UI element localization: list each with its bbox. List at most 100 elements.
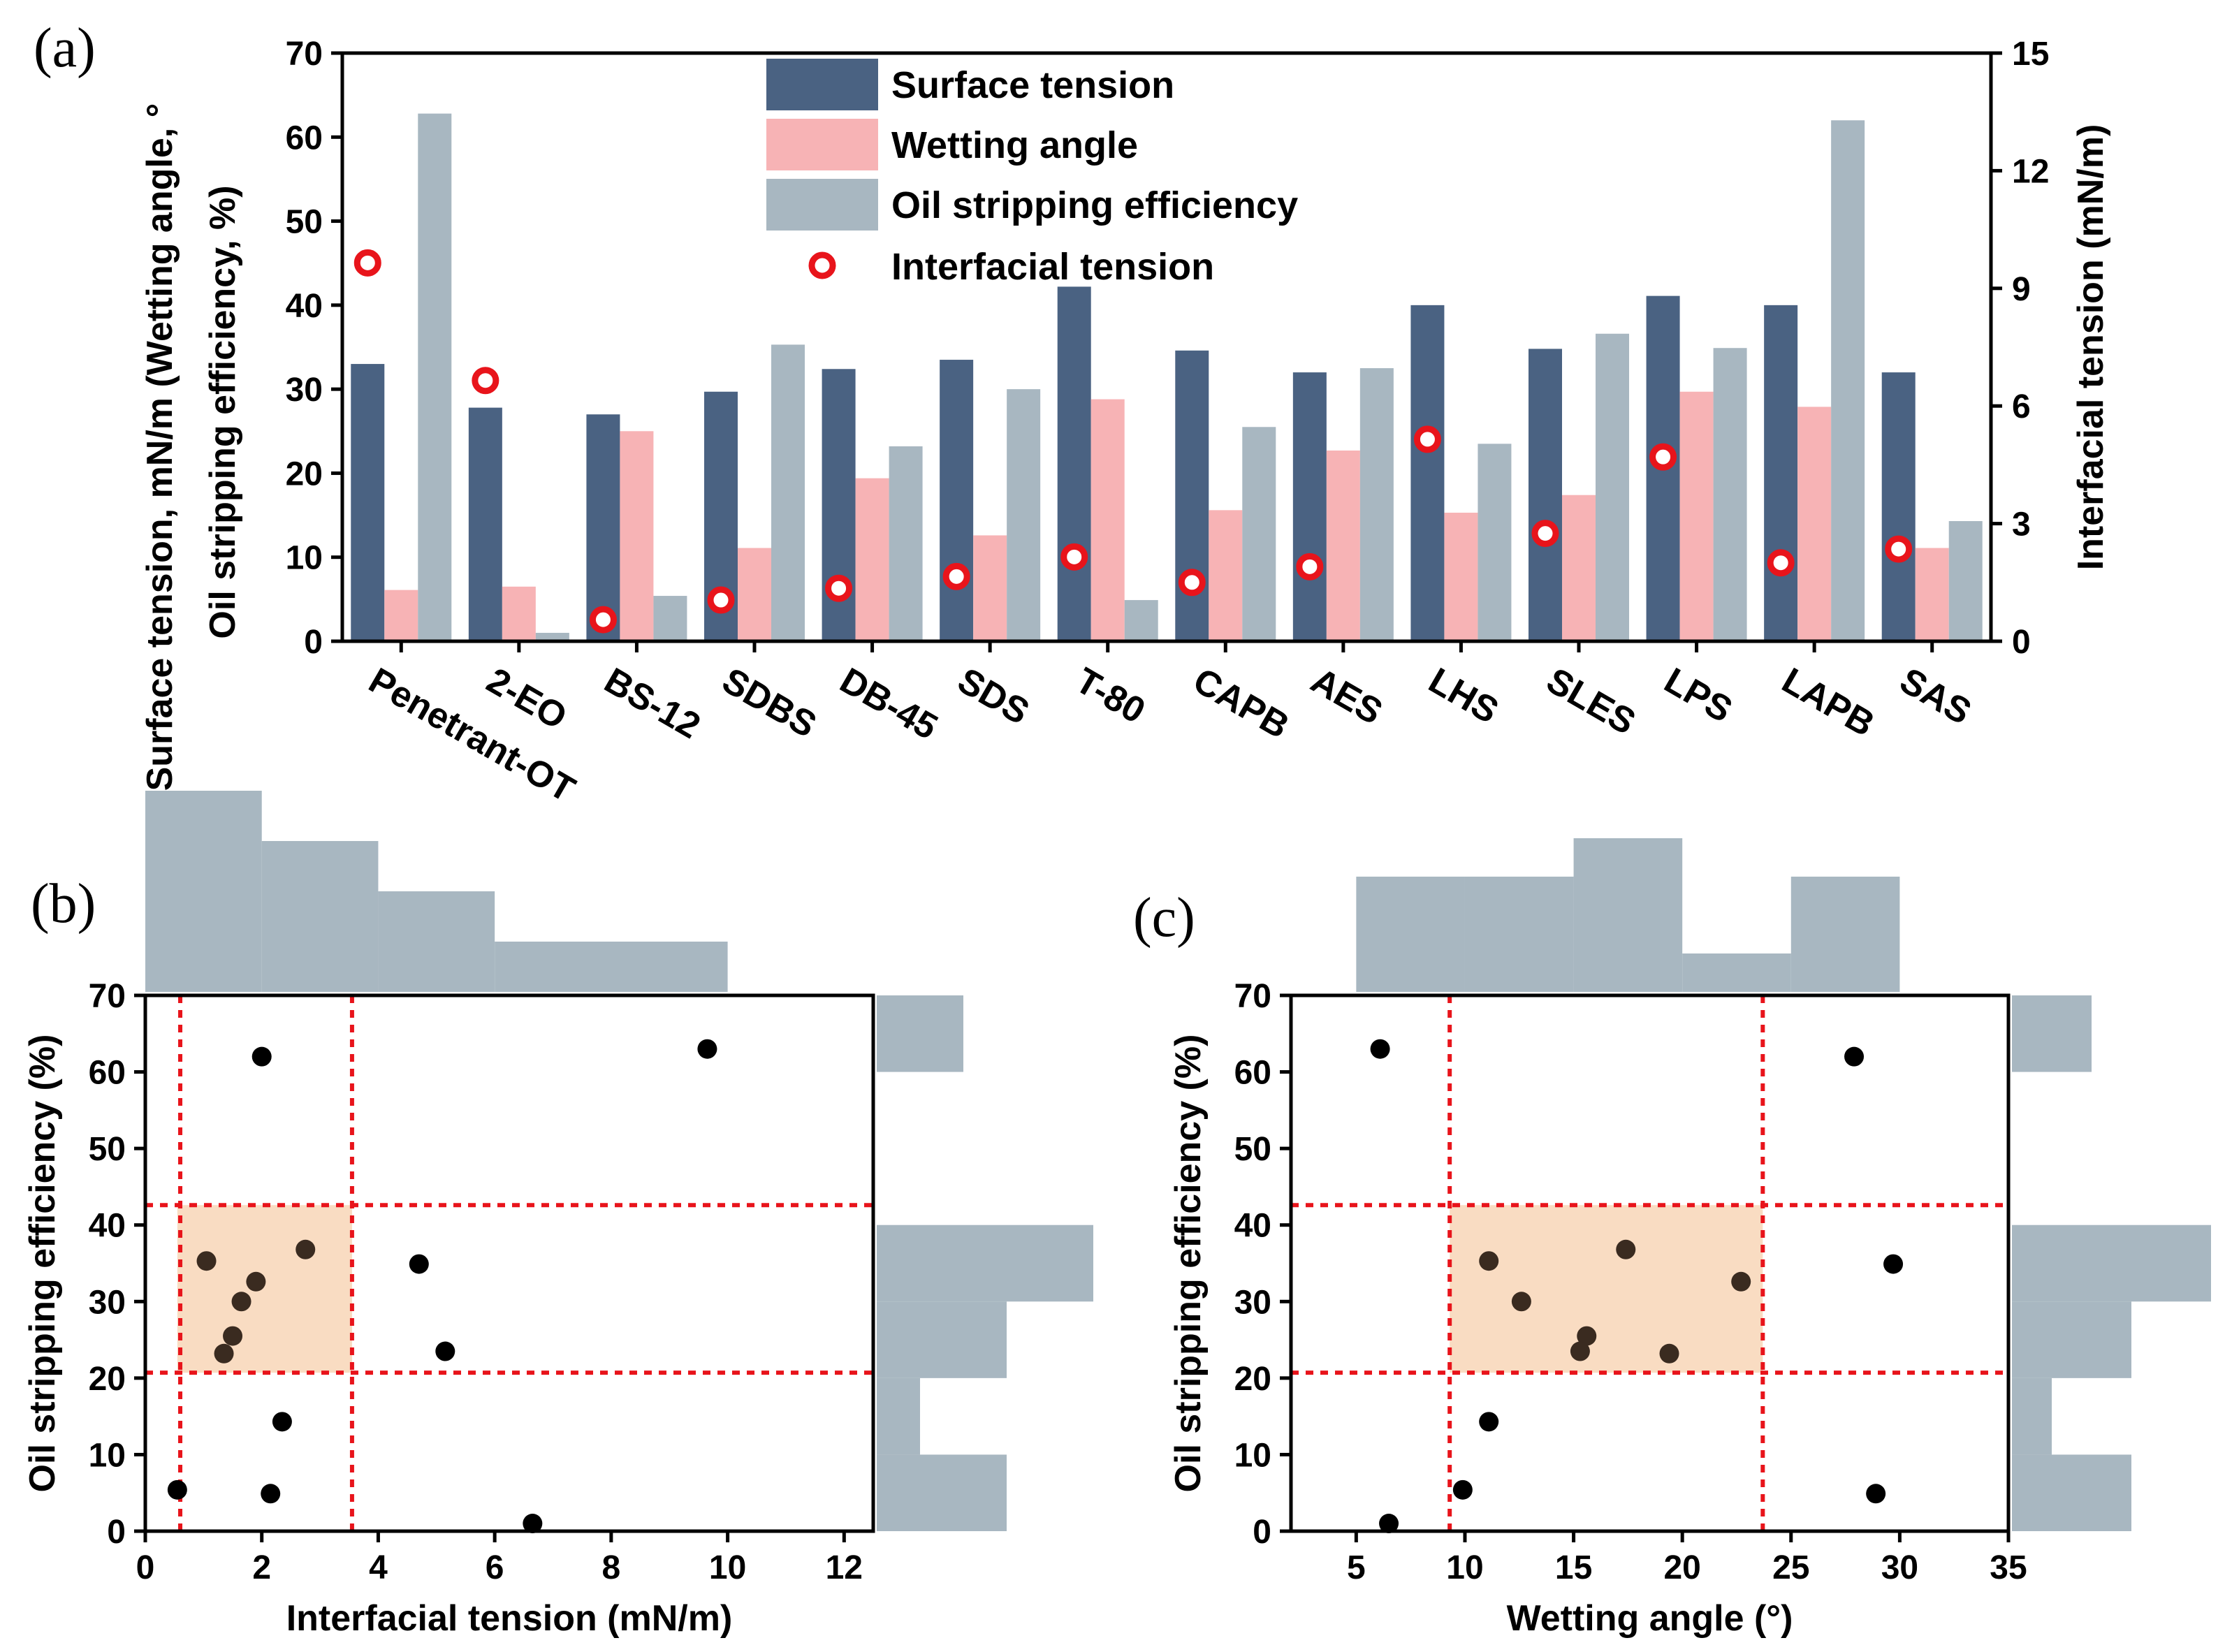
x-tick-label: 30 xyxy=(1881,1549,1918,1586)
oil-stripping-bar xyxy=(1359,368,1394,641)
y-tick-label: 20 xyxy=(89,1361,126,1398)
category-label: SAS xyxy=(1893,660,1978,733)
oil-stripping-bar xyxy=(1478,444,1512,641)
right-histogram-bar xyxy=(2012,1377,2052,1455)
x-tick-label: 0 xyxy=(136,1549,155,1586)
scatter-point xyxy=(1844,1046,1865,1067)
y-axis-title-right: Interfacial tension (mN/m) xyxy=(2071,124,2111,571)
wetting-angle-bar xyxy=(1326,450,1360,641)
surface-tension-bar xyxy=(1057,286,1091,641)
scatter-point xyxy=(697,1039,717,1059)
panel-b: (b) 0 2 4 6 8 10 12 0 10 20 30 40 50 60 70 Interfacial t… xyxy=(22,791,1093,1639)
y-tick-label-right: 9 xyxy=(2012,271,2031,308)
y-tick-label: 20 xyxy=(1234,1361,1271,1398)
category-label: BS-12 xyxy=(597,660,707,747)
category-label: SDS xyxy=(951,660,1036,733)
y-tick-label-right: 3 xyxy=(2012,506,2031,543)
top-histogram-bar xyxy=(1356,877,1465,992)
right-histogram-bar xyxy=(2012,1454,2131,1531)
x-tick-label: 4 xyxy=(369,1549,388,1586)
y-tick-label: 70 xyxy=(89,978,126,1015)
category-label: SDBS xyxy=(715,660,823,745)
top-histogram-bar xyxy=(1790,877,1900,992)
y-tick-label-right: 15 xyxy=(2012,36,2049,73)
scatter-point xyxy=(251,1046,272,1067)
panel-a: (a)01020304050607003691215Penetrant-OT2-… xyxy=(34,17,2111,810)
y-tick-label-right: 12 xyxy=(2012,153,2049,190)
top-histogram-bar xyxy=(378,891,495,992)
wetting-angle-bar xyxy=(1444,512,1478,641)
highlight-region xyxy=(1450,1205,1763,1373)
scatter-point xyxy=(223,1326,243,1346)
y-tick-label: 30 xyxy=(89,1284,126,1321)
oil-stripping-bar xyxy=(1124,600,1158,641)
y-tick-label: 50 xyxy=(89,1131,126,1168)
surface-tension-bar xyxy=(1764,305,1798,641)
right-histogram-bar xyxy=(2012,1301,2131,1378)
scatter-point xyxy=(1379,1514,1399,1534)
scatter-point xyxy=(1452,1479,1473,1500)
y-axis-title: Oil stripping efficiency (%) xyxy=(1168,1035,1209,1493)
panel-label-c: (c) xyxy=(1133,887,1195,949)
x-tick-label: 8 xyxy=(602,1549,621,1586)
interfacial-tension-point xyxy=(825,574,853,602)
oil-stripping-bar xyxy=(1596,333,1629,641)
scatter-point xyxy=(261,1484,281,1504)
scatter-point xyxy=(1479,1251,1499,1271)
top-histogram-bar xyxy=(145,791,262,992)
wetting-angle-bar xyxy=(738,548,771,641)
interfacial-tension-point xyxy=(942,562,970,590)
right-histogram-bar xyxy=(877,1225,1093,1302)
scatter-point xyxy=(231,1292,251,1312)
category-label: SLES xyxy=(1540,660,1642,743)
interfacial-tension-point xyxy=(1885,535,1913,563)
highlight-region xyxy=(177,1205,352,1373)
y-tick-label-left: 10 xyxy=(286,540,323,577)
oil-stripping-bar xyxy=(1242,427,1276,641)
scatter-point xyxy=(409,1254,429,1274)
x-tick-label: 15 xyxy=(1555,1549,1592,1586)
wetting-angle-bar xyxy=(384,590,418,641)
y-tick-label-left: 40 xyxy=(286,288,323,325)
y-tick-label-right: 0 xyxy=(2012,624,2031,661)
y-axis-title: Oil stripping efficiency (%) xyxy=(22,1035,63,1493)
scatter-point xyxy=(1479,1412,1499,1432)
legend-swatch xyxy=(766,59,878,110)
y-tick-label: 60 xyxy=(89,1055,126,1092)
interfacial-tension-point xyxy=(1531,520,1559,548)
wetting-angle-bar xyxy=(1090,399,1125,641)
surface-tension-bar xyxy=(1410,305,1445,641)
category-label: Penetrant-OT xyxy=(362,660,581,810)
scatter-point xyxy=(246,1271,266,1292)
right-histogram-bar xyxy=(2012,995,2092,1072)
y-tick-label: 60 xyxy=(1234,1055,1271,1092)
y-tick-label: 30 xyxy=(1234,1284,1271,1321)
category-label: LAPB xyxy=(1775,660,1881,745)
interfacial-tension-point xyxy=(1178,569,1206,597)
x-tick-label: 5 xyxy=(1347,1549,1366,1586)
interfacial-tension-point xyxy=(589,606,617,634)
surface-tension-bar xyxy=(1529,349,1562,641)
surface-tension-bar xyxy=(940,360,974,641)
x-tick-label: 25 xyxy=(1772,1549,1809,1586)
right-histogram-bar xyxy=(877,995,963,1072)
interfacial-tension-point xyxy=(1649,443,1677,471)
top-histogram-bar xyxy=(1464,877,1574,992)
oil-stripping-bar xyxy=(418,113,452,641)
scatter-point xyxy=(272,1412,292,1432)
scatter-point xyxy=(214,1343,234,1364)
right-histogram-bar xyxy=(877,1301,1007,1378)
surface-tension-bar xyxy=(351,364,385,641)
oil-stripping-bar xyxy=(1007,389,1041,641)
x-axis-title: Interfacial tension (mN/m) xyxy=(286,1598,733,1639)
oil-stripping-bar xyxy=(1948,520,1983,641)
surface-tension-bar xyxy=(1175,350,1209,641)
x-axis-title: Wetting angle (°) xyxy=(1507,1598,1793,1639)
legend-label: Surface tension xyxy=(891,64,1174,106)
category-label: DB-45 xyxy=(833,660,944,747)
x-tick-label: 35 xyxy=(1990,1549,2027,1586)
y-tick-label-left: 60 xyxy=(286,119,323,156)
legend-marker-interfacial xyxy=(808,251,836,279)
oil-stripping-bar xyxy=(535,632,569,641)
top-histogram-bar xyxy=(1573,838,1683,992)
